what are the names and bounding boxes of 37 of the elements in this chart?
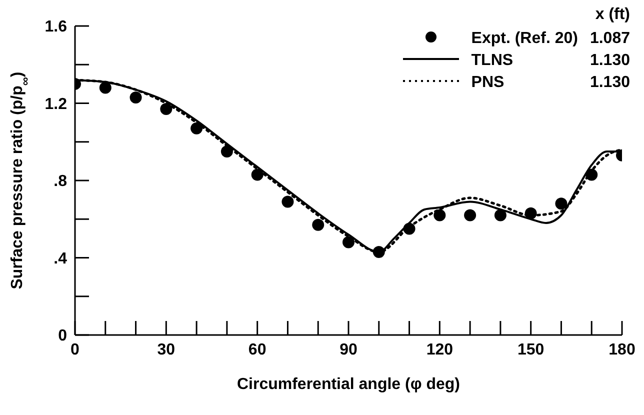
annotation: 1.087 [588, 29, 630, 49]
x-tick-label: 90 [340, 341, 358, 358]
point [130, 91, 142, 104]
y-tick-label: .4 [54, 250, 68, 268]
point [342, 236, 354, 248]
x-tick-label: 150 [517, 341, 544, 358]
point [586, 168, 598, 181]
legend-label: Expt. (Ref. 20) [471, 29, 578, 49]
legend-label: TLNS [471, 51, 514, 71]
y-tick-label: 1.2 [44, 96, 68, 113]
point [251, 168, 264, 181]
annotation: 1.130 [588, 51, 630, 71]
x-tick-label: 180 [608, 341, 636, 358]
x-tick-label: 60 [248, 341, 266, 358]
x-tick-label: 30 [157, 341, 176, 358]
point [160, 103, 172, 116]
legend-label: PNS [471, 73, 506, 93]
point [220, 146, 233, 158]
point [403, 222, 416, 235]
point [312, 218, 324, 231]
point [524, 207, 537, 220]
legend-title: x (ft) [594, 6, 630, 25]
point [99, 82, 112, 94]
point [494, 209, 506, 222]
point [464, 209, 476, 222]
y-tick-label: 0 [58, 328, 68, 345]
point [190, 122, 203, 134]
y-tick-label: .8 [54, 173, 68, 190]
point [282, 196, 294, 208]
y-tick-label: 1.6 [44, 18, 68, 36]
point [555, 198, 568, 210]
x-tick-label: 0 [70, 341, 80, 358]
x-tick-label: 120 [426, 341, 454, 358]
point [434, 209, 446, 222]
point [372, 246, 385, 258]
annotation: 1.130 [588, 73, 630, 93]
x-axis-title: Circumferential angle (φ deg) [236, 376, 460, 393]
